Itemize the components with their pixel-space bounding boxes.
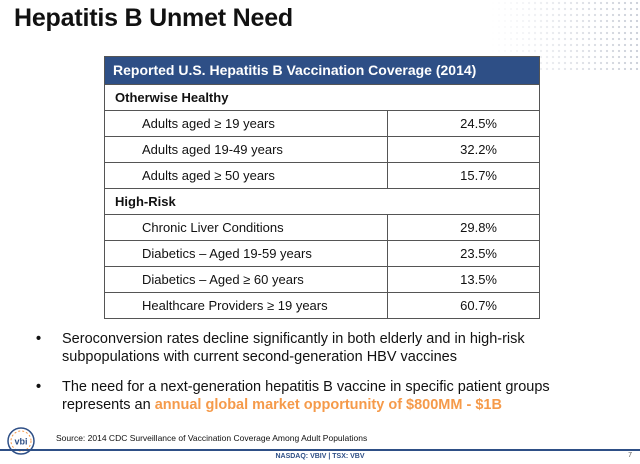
row-value: 29.8% — [460, 220, 497, 235]
row-label: Adults aged 19-49 years — [105, 137, 388, 162]
bullet-dot-icon: • — [36, 331, 42, 347]
table-row: Diabetics – Aged 19-59 years 23.5% — [105, 241, 539, 267]
row-label: Chronic Liver Conditions — [105, 215, 388, 240]
bullet-dot-icon: • — [36, 379, 42, 395]
bullet-highlight: annual global market opportunity of $800… — [154, 397, 502, 413]
row-label: Diabetics – Aged 19-59 years — [105, 241, 388, 266]
vaccination-coverage-table: Reported U.S. Hepatitis B Vaccination Co… — [104, 56, 540, 319]
table-row: Adults aged 19-49 years 32.2% — [105, 137, 539, 163]
footer-ticker: NASDAQ: VBIV | TSX: VBV — [275, 453, 365, 460]
row-label: Healthcare Providers ≥ 19 years — [105, 293, 388, 318]
logo-text: vbi — [14, 437, 27, 447]
source-note: Source: 2014 CDC Surveillance of Vaccina… — [56, 433, 368, 443]
table-row: Adults aged ≥ 19 years 24.5% — [105, 111, 539, 137]
row-label: Diabetics – Aged ≥ 60 years — [105, 267, 388, 292]
bullet-text: Seroconversion rates decline significant… — [62, 331, 525, 365]
row-value: 60.7% — [460, 298, 497, 313]
table-row: Adults aged ≥ 50 years 15.7% — [105, 163, 539, 189]
footer-divider — [0, 449, 640, 451]
bullet-text: The need for a next-generation hepatitis… — [62, 379, 550, 413]
page-number: 7 — [628, 452, 632, 459]
row-value: 15.7% — [460, 168, 497, 183]
row-value: 13.5% — [460, 272, 497, 287]
bullet-item: • The need for a next-generation hepatit… — [28, 378, 618, 414]
row-label: Adults aged ≥ 19 years — [105, 111, 388, 136]
table-row: Healthcare Providers ≥ 19 years 60.7% — [105, 293, 539, 318]
row-value: 32.2% — [460, 142, 497, 157]
table-row: Chronic Liver Conditions 29.8% — [105, 215, 539, 241]
vbi-logo-icon: vbi — [7, 427, 35, 455]
row-value: 24.5% — [460, 116, 497, 131]
page-title: Hepatitis B Unmet Need — [14, 4, 293, 32]
table-row: Diabetics – Aged ≥ 60 years 13.5% — [105, 267, 539, 293]
row-label: Adults aged ≥ 50 years — [105, 163, 388, 188]
bullet-list: • Seroconversion rates decline significa… — [28, 330, 618, 426]
table-header: Reported U.S. Hepatitis B Vaccination Co… — [105, 57, 539, 85]
section-otherwise-healthy: Otherwise Healthy — [105, 85, 539, 111]
bullet-item: • Seroconversion rates decline significa… — [28, 330, 618, 366]
section-high-risk: High-Risk — [105, 189, 539, 215]
row-value: 23.5% — [460, 246, 497, 261]
